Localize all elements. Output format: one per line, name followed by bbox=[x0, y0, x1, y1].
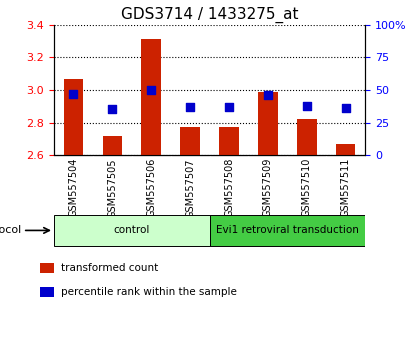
Point bbox=[342, 105, 349, 111]
Point bbox=[187, 104, 193, 110]
Text: transformed count: transformed count bbox=[61, 263, 159, 273]
Text: Evi1 retroviral transduction: Evi1 retroviral transduction bbox=[216, 225, 359, 235]
Bar bbox=[219, 127, 239, 155]
FancyBboxPatch shape bbox=[210, 215, 365, 246]
Bar bbox=[40, 287, 54, 297]
Bar bbox=[258, 92, 278, 155]
Text: GSM557510: GSM557510 bbox=[302, 158, 312, 217]
Text: GSM557505: GSM557505 bbox=[107, 158, 117, 217]
Point bbox=[265, 92, 271, 98]
Text: GSM557504: GSM557504 bbox=[68, 158, 78, 217]
Text: GSM557508: GSM557508 bbox=[224, 158, 234, 217]
Text: GSM557507: GSM557507 bbox=[185, 158, 195, 217]
Bar bbox=[181, 127, 200, 155]
Point bbox=[70, 91, 77, 97]
Bar bbox=[40, 263, 54, 273]
Text: GSM557509: GSM557509 bbox=[263, 158, 273, 217]
Bar bbox=[103, 136, 122, 155]
Point bbox=[226, 104, 232, 110]
Point bbox=[109, 107, 116, 112]
FancyBboxPatch shape bbox=[54, 215, 210, 246]
Point bbox=[148, 87, 154, 93]
Text: control: control bbox=[114, 225, 150, 235]
Bar bbox=[336, 144, 356, 155]
Point bbox=[303, 103, 310, 108]
Text: GSM557511: GSM557511 bbox=[341, 158, 351, 217]
Text: protocol: protocol bbox=[0, 225, 21, 235]
Title: GDS3714 / 1433275_at: GDS3714 / 1433275_at bbox=[121, 7, 298, 23]
Text: GSM557506: GSM557506 bbox=[146, 158, 156, 217]
Text: percentile rank within the sample: percentile rank within the sample bbox=[61, 287, 237, 297]
Bar bbox=[297, 119, 317, 155]
Bar bbox=[63, 79, 83, 155]
Bar bbox=[142, 39, 161, 155]
